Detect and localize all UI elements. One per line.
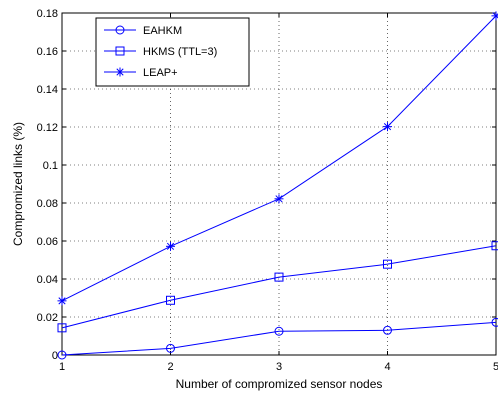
legend-label: HKMS (TTL=3) xyxy=(143,46,217,58)
y-tick-label: 0.18 xyxy=(37,8,58,20)
data-point-eahkm xyxy=(57,350,67,360)
y-tick-label: 0.12 xyxy=(37,122,58,134)
data-point-leap xyxy=(57,296,67,306)
series-leap xyxy=(57,11,498,306)
y-tick-label: 0.02 xyxy=(37,312,58,324)
data-point-eahkm xyxy=(383,325,392,335)
legend-marker xyxy=(115,67,125,77)
legend-label: LEAP+ xyxy=(143,67,178,79)
marker-stroke xyxy=(166,242,175,250)
y-axis-ticks: 0 0.02 0.04 0.06 0.08 0.1 0.12 0.14 0.16 0.18 xyxy=(37,8,496,362)
x-tick-label: 2 xyxy=(167,361,173,373)
data-point-leap xyxy=(491,11,498,21)
y-tick-label: 0.06 xyxy=(37,236,58,248)
legend-item-hkms-ttl-3: HKMS (TTL=3) xyxy=(104,46,217,58)
data-point-hkms-ttl-3 xyxy=(274,272,284,282)
legend-label: EAHKM xyxy=(143,25,182,37)
y-tick-label: 0.1 xyxy=(43,160,58,172)
x-tick-label: 1 xyxy=(59,361,65,373)
y-tick-label: 0.16 xyxy=(37,46,58,58)
data-point-leap xyxy=(383,122,392,132)
y-tick-label: 0.08 xyxy=(37,198,58,210)
legend-marker xyxy=(115,25,125,35)
data-point-leap xyxy=(166,241,175,251)
series-hkms-ttl-3 xyxy=(57,241,498,333)
marker-stroke xyxy=(492,13,498,20)
y-tick-label: 0.04 xyxy=(37,274,58,286)
marker-stroke xyxy=(116,68,124,76)
data-point-eahkm xyxy=(166,343,175,353)
data-point-eahkm xyxy=(491,317,498,327)
x-tick-label: 5 xyxy=(493,361,498,373)
data-point-leap xyxy=(274,194,284,204)
x-tick-label: 4 xyxy=(384,361,390,373)
data-point-hkms-ttl-3 xyxy=(383,259,392,269)
legend-item-leap: LEAP+ xyxy=(104,67,178,79)
series-line-hkms-ttl-3 xyxy=(61,245,497,329)
marker-stroke xyxy=(58,297,66,305)
x-tick-label: 3 xyxy=(276,361,282,373)
marker-stroke xyxy=(383,123,392,131)
series-eahkm xyxy=(57,317,498,360)
y-tick-label: 0 xyxy=(52,350,58,362)
data-point-hkms-ttl-3 xyxy=(166,295,175,305)
series-group xyxy=(57,11,498,360)
data-point-eahkm xyxy=(274,326,284,336)
x-axis-label: Number of compromized sensor nodes xyxy=(176,377,383,391)
marker-stroke xyxy=(275,195,283,203)
legend-item-eahkm: EAHKM xyxy=(104,25,182,37)
data-point-hkms-ttl-3 xyxy=(57,323,67,333)
legend-box xyxy=(95,17,250,87)
series-line-eahkm xyxy=(61,321,497,356)
data-point-hkms-ttl-3 xyxy=(491,241,498,251)
legend: EAHKM HKMS (TTL=3) LEAP+ xyxy=(95,17,250,87)
legend-marker xyxy=(115,46,125,56)
y-tick-label: 0.14 xyxy=(37,84,58,96)
y-axis-label: Compromized links (%) xyxy=(11,122,25,246)
